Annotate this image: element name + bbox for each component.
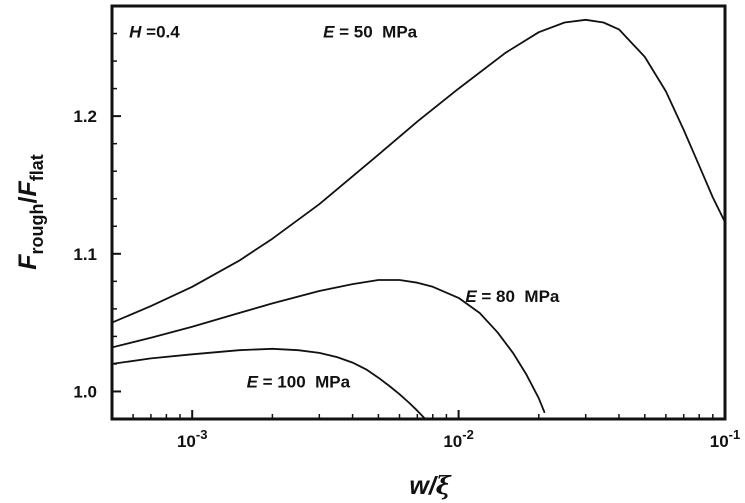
curve-1 — [112, 18, 725, 324]
y-label-rough-subscript: rough — [27, 203, 47, 254]
annotation-variable: E — [247, 372, 259, 391]
y-axis-label: Frough/Fflat — [14, 154, 47, 270]
x-tick-label-exponent: -3 — [196, 427, 208, 442]
x-axis-label-xi: ξ — [436, 471, 452, 500]
y-label-slash: / — [14, 196, 42, 203]
annotation-variable: E — [465, 287, 477, 306]
curve-2 — [112, 279, 546, 413]
y-tick-label: 1.2 — [73, 107, 97, 126]
e80-annotation: E = 80 MPa — [465, 287, 560, 306]
annotation-value: = 80 MPa — [477, 287, 560, 306]
h-annotation: H =0.4 — [129, 23, 180, 42]
e100-annotation: E = 100 MPa — [247, 372, 351, 391]
plot-frame — [110, 4, 727, 421]
y-label-flat-subscript: flat — [27, 154, 47, 181]
e50-annotation: E = 50 MPa — [323, 23, 418, 42]
x-tick-label-exponent: -1 — [729, 427, 741, 442]
x-tick-label-base: 10 — [710, 432, 729, 451]
x-axis-label-main: w/ — [409, 472, 438, 500]
y-tick-label: 1.1 — [73, 245, 97, 264]
y-label-f-flat: F — [14, 181, 42, 197]
x-tick-label-base: 10 — [443, 432, 462, 451]
y-label-f-rough: F — [14, 254, 42, 270]
x-tick-label-base: 10 — [177, 432, 196, 451]
annotation-variable: E — [323, 23, 335, 42]
tick-group: 10-3 10-2 10-11.01.11.2 — [73, 32, 740, 451]
annotation-value: = 50 MPa — [334, 23, 417, 42]
curve-3 — [112, 347, 427, 419]
annotation-variable: H — [129, 23, 142, 42]
y-tick-label: 1.0 — [73, 382, 97, 401]
x-tick-label-exponent: -2 — [462, 427, 474, 442]
annotation-value: = 100 MPa — [258, 372, 351, 391]
x-tick-label: 10-1 — [710, 427, 740, 451]
curve-group — [112, 18, 725, 419]
x-tick-label: 10-2 — [443, 427, 473, 451]
x-tick-label: 10-3 — [177, 427, 207, 451]
x-axis-label: w/ξ — [409, 471, 451, 500]
annotation-value: =0.4 — [141, 23, 180, 42]
